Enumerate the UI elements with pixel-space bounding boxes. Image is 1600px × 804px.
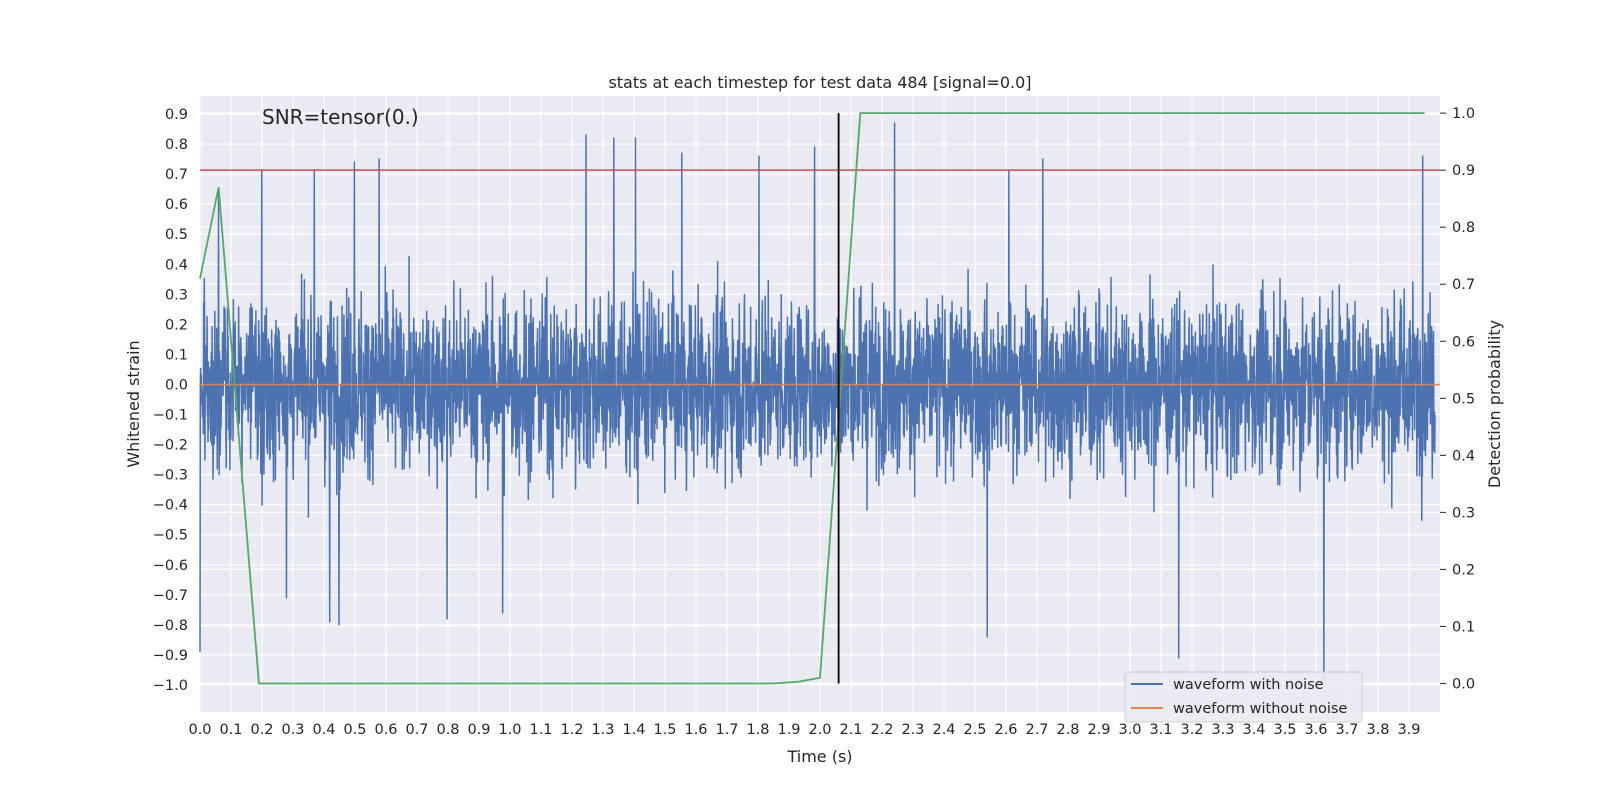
- x-tick-label: 3.4: [1242, 722, 1265, 738]
- y-tick-label: −0.1: [153, 408, 188, 424]
- snr-annotation: SNR=tensor(0.): [262, 105, 419, 129]
- y2-tick-label: 0.9: [1452, 163, 1475, 179]
- y-tick-label: −0.5: [153, 528, 188, 544]
- y2-tick-label: 0.4: [1452, 448, 1475, 464]
- y-tick-label: 0.6: [165, 197, 188, 213]
- y2-tick-label: 0.7: [1452, 277, 1475, 293]
- legend-box: [1124, 671, 1363, 723]
- x-tick-label: 3.5: [1273, 722, 1296, 738]
- x-tick-labels: 0.0 0.1 0.2 0.3 0.4 0.5 0.6 0.7 0.8 0.9 1.0 1.1 1.2 1…: [188, 722, 1420, 738]
- x-tick-label: 0.2: [250, 722, 273, 738]
- y-tick-label: 0.2: [165, 317, 188, 333]
- y-tick-label: 0.9: [165, 107, 188, 123]
- y-tick-label: −0.8: [153, 618, 188, 634]
- x-tick-label: 0.3: [281, 722, 304, 738]
- y-tick-label: −1.0: [153, 678, 188, 694]
- y-tick-label: 0.4: [165, 257, 188, 273]
- y2-tick-label: 0.3: [1452, 505, 1475, 521]
- y-axis-label: Whitened strain: [124, 340, 143, 467]
- x-tick-label: 3.2: [1180, 722, 1203, 738]
- chart-title: stats at each timestep for test data 484…: [608, 73, 1031, 92]
- x-tick-label: 3.8: [1366, 722, 1389, 738]
- x-tick-label: 0.6: [374, 722, 397, 738]
- x-tick-label: 0.5: [343, 722, 366, 738]
- x-tick-label: 1.0: [498, 722, 521, 738]
- x-tick-label: 1.6: [684, 722, 707, 738]
- x-tick-label: 3.1: [1149, 722, 1172, 738]
- y-tick-label: −0.7: [153, 588, 188, 604]
- y2-tick-label: 0.8: [1452, 220, 1475, 236]
- x-tick-label: 1.9: [777, 722, 800, 738]
- lines-group: [199, 112, 1440, 685]
- x-tick-label: 2.5: [963, 722, 986, 738]
- x-tick-label: 2.1: [839, 722, 862, 738]
- x-tick-label: 0.8: [436, 722, 459, 738]
- y2-tick-label: 0.0: [1452, 676, 1475, 692]
- x-tick-label: 3.9: [1397, 722, 1420, 738]
- x-tick-label: 1.2: [560, 722, 583, 738]
- y-tick-label: 0.3: [165, 287, 188, 303]
- y-tick-label: −0.4: [153, 498, 188, 514]
- x-tick-label: 1.1: [529, 722, 552, 738]
- y-tick-label: −0.9: [153, 648, 188, 664]
- y-tick-label: −0.2: [153, 438, 188, 454]
- y-tick-label: −0.3: [153, 468, 188, 484]
- x-tick-label: 1.8: [746, 722, 769, 738]
- x-tick-label: 0.7: [405, 722, 428, 738]
- y2-tick-label: 0.2: [1452, 562, 1475, 578]
- x-tick-label: 3.3: [1211, 722, 1234, 738]
- x-tick-label: 2.6: [994, 722, 1017, 738]
- y2-axis-label: Detection probability: [1485, 320, 1504, 488]
- legend-label-noise: waveform with noise: [1173, 677, 1324, 693]
- x-tick-label: 1.3: [591, 722, 614, 738]
- y-tick-label: 0.7: [165, 167, 188, 183]
- x-tick-label: 2.8: [1056, 722, 1079, 738]
- y-tick-label: 0.8: [165, 137, 188, 153]
- y2-tick-label: 0.5: [1452, 391, 1475, 407]
- x-tick-label: 2.9: [1087, 722, 1110, 738]
- y-tick-label: −0.6: [153, 558, 188, 574]
- x-tick-label: 2.2: [870, 722, 893, 738]
- series-waveform-with-noise: [199, 122, 1436, 680]
- legend: waveform with noise waveform without noi…: [1124, 671, 1363, 723]
- x-tick-label: 3.7: [1335, 722, 1358, 738]
- x-tick-label: 2.7: [1025, 722, 1048, 738]
- y2-tick-label: 0.6: [1452, 334, 1475, 350]
- y-tick-label: 0.0: [165, 377, 188, 393]
- x-tick-label: 2.3: [901, 722, 924, 738]
- y-tick-label: 0.1: [165, 347, 188, 363]
- x-tick-label: 0.9: [467, 722, 490, 738]
- y-tick-labels: 0.9 0.8 0.7 0.6 0.5 0.4 0.3 0.2 0.1 0.0 −0.1 −0.2 −0…: [153, 107, 188, 694]
- x-tick-label: 3.6: [1304, 722, 1327, 738]
- x-tick-label: 0.0: [188, 722, 211, 738]
- x-tick-label: 1.4: [622, 722, 645, 738]
- x-axis-label: Time (s): [786, 747, 852, 766]
- y2-tick-label: 0.1: [1452, 619, 1475, 635]
- x-tick-label: 1.5: [653, 722, 676, 738]
- noise-series-group: [199, 122, 1436, 680]
- y-tick-label: 0.5: [165, 227, 188, 243]
- series-detection-probability: [199, 112, 1425, 685]
- x-tick-label: 1.7: [715, 722, 738, 738]
- x-tick-label: 2.4: [932, 722, 955, 738]
- y2-tick-labels: 1.0 0.9 0.8 0.7 0.6 0.5 0.4 0.3 0.2 0.1 0.0: [1440, 106, 1475, 692]
- x-tick-label: 0.1: [219, 722, 242, 738]
- x-tick-label: 3.0: [1118, 722, 1141, 738]
- x-tick-label: 2.0: [808, 722, 831, 738]
- y2-tick-label: 1.0: [1452, 106, 1475, 122]
- x-tick-label: 0.4: [312, 722, 335, 738]
- legend-label-clean: waveform without noise: [1173, 701, 1347, 717]
